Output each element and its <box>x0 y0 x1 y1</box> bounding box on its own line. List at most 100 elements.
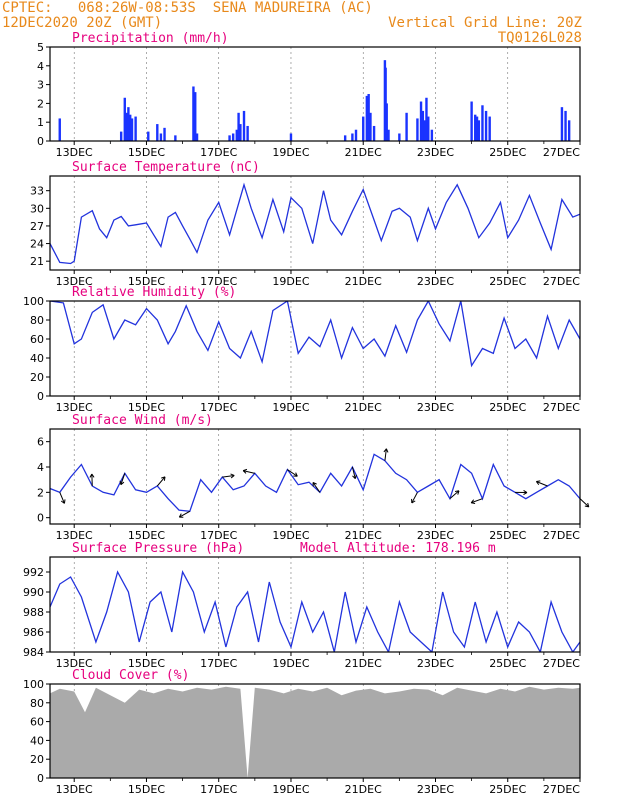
y-tick-label: 2 <box>37 97 44 110</box>
x-tick-label: 21DEC <box>345 783 382 796</box>
x-tick-label: 19DEC <box>272 401 309 414</box>
y-tick-label: 30 <box>30 202 44 215</box>
x-tick-label: 13DEC <box>56 529 93 542</box>
grid-line-note: Vertical Grid Line: 20Z <box>388 15 582 31</box>
y-tick-label: 100 <box>23 295 44 308</box>
wind-arrowhead <box>178 513 184 518</box>
panel-frame <box>49 683 581 779</box>
x-tick-label: 19DEC <box>272 529 309 542</box>
precip-bar <box>477 120 481 141</box>
x-tick-label: 13DEC <box>56 657 93 670</box>
precip-bar <box>367 94 370 141</box>
y-tick-label: 27 <box>30 220 44 233</box>
x-tick-label: 23DEC <box>417 657 454 670</box>
x-tick-label: 23DEC <box>417 146 454 159</box>
x-tick-label: 17DEC <box>200 529 237 542</box>
wind-arrowhead <box>242 468 248 474</box>
panel-3: 0 2 4 6 13DEC 15DEC 17DEC 19DEC 21DEC 23DEC 25DEC 2… <box>37 413 590 542</box>
precip-bar <box>194 92 197 141</box>
precip-bar <box>192 86 195 141</box>
wind-arrowhead <box>383 448 389 453</box>
series-line <box>50 453 580 513</box>
x-tick-label: 25DEC <box>489 146 526 159</box>
wind-arrowhead <box>535 480 541 486</box>
x-tick-label: 23DEC <box>417 275 454 288</box>
wind-arrowhead <box>352 474 357 479</box>
y-tick-label: 2 <box>37 486 44 499</box>
precip-bar <box>195 133 199 141</box>
panel-title: Surface Temperature (nC) <box>72 160 260 175</box>
y-tick-label: 3 <box>37 79 44 92</box>
x-tick-label: 21DEC <box>345 146 382 159</box>
y-tick-label: 988 <box>23 606 44 619</box>
x-tick-label: 13DEC <box>56 783 93 796</box>
precip-bar <box>365 95 369 141</box>
precip-bar <box>119 131 123 141</box>
panel-frame <box>49 428 581 525</box>
precip-bar <box>430 129 434 141</box>
wind-arrowhead <box>119 480 125 486</box>
y-tick-label: 60 <box>30 716 44 729</box>
precip-bar <box>488 116 491 141</box>
precip-bar <box>416 118 419 141</box>
precip-bar <box>174 135 177 141</box>
precip-bar <box>387 129 390 141</box>
x-tick-label: 15DEC <box>128 657 165 670</box>
x-tick-label: 27DEC <box>543 146 580 159</box>
product-code: TQ0126L028 <box>497 30 582 46</box>
x-tick-label: 25DEC <box>489 657 526 670</box>
precip-bar <box>419 101 423 141</box>
x-tick-label: 25DEC <box>489 529 526 542</box>
wind-arrow <box>536 481 548 487</box>
panel-annotation: Model Altitude: 178.196 m <box>300 541 496 556</box>
panel-1: 21 24 27 30 33 13DEC 15DEC 17DEC 19DEC 21DEC 23DEC… <box>30 160 581 288</box>
y-tick-label: 60 <box>30 333 44 346</box>
x-tick-label: 27DEC <box>543 401 580 414</box>
precip-bar <box>484 110 488 141</box>
x-tick-label: 23DEC <box>417 529 454 542</box>
precip-bar <box>398 133 401 141</box>
precip-bar <box>58 118 61 141</box>
panel-frame <box>49 46 581 142</box>
y-tick-label: 80 <box>30 697 44 710</box>
wind-arrow <box>411 492 418 504</box>
x-tick-label: 27DEC <box>543 657 580 670</box>
y-tick-label: 40 <box>30 352 44 365</box>
x-tick-label: 13DEC <box>56 146 93 159</box>
x-tick-label: 23DEC <box>417 401 454 414</box>
y-tick-label: 0 <box>37 512 44 525</box>
wind-arrowhead <box>60 499 66 504</box>
precip-bar <box>159 133 163 141</box>
series-line <box>50 182 580 265</box>
x-tick-label: 15DEC <box>128 275 165 288</box>
precip-bar <box>475 116 479 141</box>
wind-arrow <box>579 498 590 508</box>
wind-arrowhead <box>230 473 235 479</box>
y-tick-label: 1 <box>37 116 44 129</box>
y-tick-label: 5 <box>37 41 44 54</box>
x-tick-label: 27DEC <box>543 275 580 288</box>
precip-bar <box>237 112 240 141</box>
x-tick-label: 19DEC <box>272 146 309 159</box>
x-tick-label: 27DEC <box>543 783 580 796</box>
panel-title: Cloud Cover (%) <box>72 668 189 683</box>
precip-bar <box>421 110 425 141</box>
precip-bar <box>372 125 376 141</box>
panel-5: 0 20 40 60 80 100 13DEC 15DEC 17DEC 19DEC 21DEC 23D… <box>23 668 581 796</box>
y-tick-label: 992 <box>23 566 44 579</box>
precip-bar <box>385 103 388 141</box>
y-tick-label: 990 <box>23 586 44 599</box>
x-tick-label: 21DEC <box>345 657 382 670</box>
precip-bar <box>564 110 567 141</box>
precip-bar <box>343 135 347 141</box>
x-tick-label: 17DEC <box>200 146 237 159</box>
wind-arrow <box>59 492 65 504</box>
y-tick-label: 100 <box>23 678 44 691</box>
y-tick-label: 6 <box>37 436 44 449</box>
y-tick-label: 4 <box>37 60 44 73</box>
panel-title: Precipitation (mm/h) <box>72 31 229 46</box>
precip-bar <box>147 131 150 141</box>
wind-arrow <box>120 473 126 485</box>
wind-arrow <box>471 498 483 504</box>
precip-bar <box>474 114 477 141</box>
